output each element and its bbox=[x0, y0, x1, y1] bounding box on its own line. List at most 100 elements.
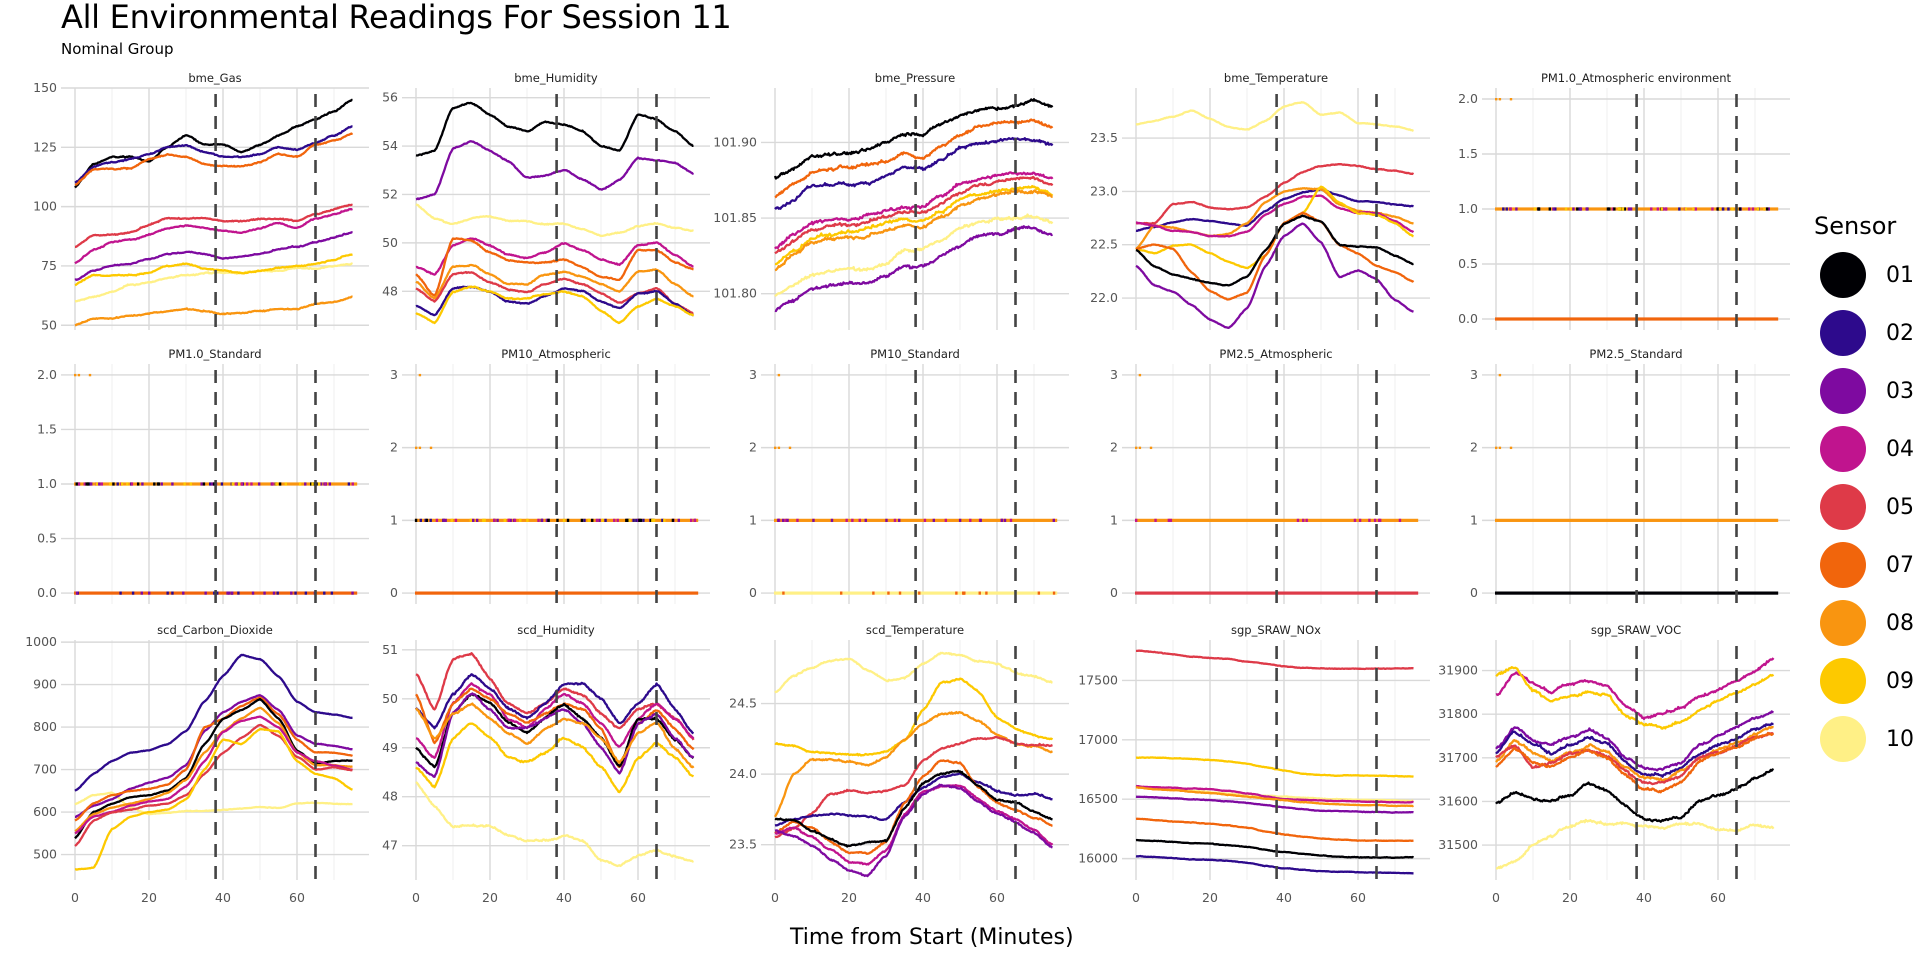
series-sensor-03 bbox=[415, 692, 695, 778]
data-point-sensor-04 bbox=[1134, 518, 1138, 522]
data-point-sensor-04 bbox=[1398, 518, 1402, 522]
legend-item-10: 10 bbox=[1812, 710, 1914, 768]
series-sensor-02 bbox=[74, 125, 353, 184]
series-line-sensor-08 bbox=[74, 295, 353, 327]
data-point-sensor-01 bbox=[1548, 207, 1551, 211]
data-point-sensor-04 bbox=[1009, 518, 1013, 522]
data-point-sensor-04 bbox=[83, 482, 86, 486]
data-point-sensor-08 bbox=[1495, 98, 1498, 101]
data-point-sensor-04 bbox=[1368, 518, 1371, 522]
data-point-sensor-01 bbox=[156, 482, 160, 486]
series-sensor-10 bbox=[774, 651, 1053, 694]
data-point-sensor-03 bbox=[226, 591, 229, 595]
data-point-sensor-01 bbox=[638, 518, 641, 522]
y-tick-label: 1 bbox=[390, 512, 398, 527]
data-point-sensor-04 bbox=[1747, 207, 1751, 211]
data-point-sensor-02 bbox=[1727, 207, 1730, 211]
legend-label: 02 bbox=[1886, 320, 1914, 346]
series-line-sensor-05 bbox=[74, 203, 353, 248]
data-point-sensor-04 bbox=[1650, 207, 1653, 211]
data-point-sensor-09 bbox=[1684, 207, 1687, 211]
data-point-sensor-09 bbox=[95, 482, 98, 486]
x-tick-label: 40 bbox=[1276, 890, 1292, 905]
y-tick-label: 100 bbox=[33, 199, 57, 214]
data-point-sensor-01 bbox=[310, 482, 313, 486]
data-point-sensor-01 bbox=[547, 518, 550, 522]
data-point-sensor-04 bbox=[784, 518, 787, 522]
data-point-sensor-02 bbox=[642, 518, 645, 522]
y-tick-label: 16500 bbox=[1078, 791, 1118, 806]
legend-key bbox=[1820, 310, 1866, 356]
data-point-sensor-03 bbox=[496, 518, 499, 522]
series-line-sensor-01 bbox=[1495, 768, 1775, 823]
series-sensor-07 bbox=[1135, 211, 1415, 301]
y-tick-label: 22.0 bbox=[1090, 290, 1118, 305]
series-line-sensor-03 bbox=[415, 692, 695, 778]
data-point-sensor-03 bbox=[1052, 518, 1055, 522]
legend-title: Sensor bbox=[1814, 212, 1897, 240]
facet-strip-label: bme_Gas bbox=[188, 71, 241, 85]
facet-strip-label: PM10_Standard bbox=[870, 347, 960, 361]
y-tick-label: 0.0 bbox=[37, 585, 57, 600]
data-point-sensor-02 bbox=[1721, 207, 1725, 211]
data-point-sensor-02 bbox=[216, 591, 219, 595]
legend-item-02: 02 bbox=[1812, 304, 1914, 362]
data-point-sensor-03 bbox=[211, 482, 214, 486]
series-sensor-01 bbox=[1495, 768, 1775, 823]
data-point-sensor-04 bbox=[130, 482, 134, 486]
data-point-sensor-01 bbox=[591, 518, 594, 522]
series-sensor-08 bbox=[415, 263, 694, 300]
y-tick-label: 3 bbox=[390, 367, 398, 382]
data-point-sensor-04 bbox=[845, 518, 848, 522]
data-point-sensor-01 bbox=[1716, 207, 1719, 211]
series-sensor-09 bbox=[1495, 666, 1775, 730]
data-point-sensor-01 bbox=[414, 518, 418, 522]
series-line-sensor-02 bbox=[1135, 854, 1414, 875]
data-point-sensor-03 bbox=[471, 518, 475, 522]
data-point-sensor-01 bbox=[1738, 207, 1742, 211]
series-line-sensor-05 bbox=[1135, 649, 1414, 671]
y-tick-label: 0.5 bbox=[1458, 256, 1478, 271]
data-point-sensor-03 bbox=[251, 591, 255, 595]
legend-label: 09 bbox=[1886, 668, 1914, 694]
data-point-sensor-09 bbox=[311, 482, 314, 486]
x-tick-label: 40 bbox=[1636, 890, 1652, 905]
series-line-sensor-04 bbox=[774, 171, 1054, 250]
data-point-sensor-09 bbox=[1564, 207, 1568, 211]
series-sensor-05 bbox=[415, 652, 695, 741]
y-tick-label: 2.0 bbox=[37, 367, 57, 382]
series-line-sensor-07 bbox=[74, 696, 353, 822]
data-point-sensor-01 bbox=[212, 482, 216, 486]
data-point-sensor-09 bbox=[562, 518, 566, 522]
series-sensor-09 bbox=[415, 722, 695, 794]
facet-panel: bme_Humidity 48 50 52 54 56 bbox=[382, 71, 710, 336]
y-tick-label: 16000 bbox=[1078, 851, 1118, 866]
data-point-sensor-03 bbox=[979, 518, 982, 522]
x-tick-label: 60 bbox=[1350, 890, 1366, 905]
data-point-sensor-02 bbox=[1578, 207, 1581, 211]
data-point-sensor-02 bbox=[220, 482, 224, 486]
legend-key bbox=[1820, 252, 1866, 298]
series-sensor-02 bbox=[74, 653, 353, 792]
y-tick-label: 23.0 bbox=[1090, 183, 1118, 198]
data-point-sensor-03 bbox=[777, 518, 780, 522]
facet-strip-label: sgp_SRAW_NOx bbox=[1231, 623, 1321, 637]
data-point-sensor-02 bbox=[304, 591, 308, 595]
data-point-sensor-08 bbox=[415, 446, 418, 450]
data-point-sensor-09 bbox=[126, 482, 129, 486]
series-line-sensor-05 bbox=[774, 735, 1053, 839]
legend-label: 03 bbox=[1886, 378, 1914, 404]
data-point-sensor-04 bbox=[1296, 518, 1300, 522]
y-tick-label: 101.85 bbox=[713, 210, 757, 225]
data-point-sensor-02 bbox=[347, 482, 351, 486]
series-sensor-07 bbox=[74, 132, 354, 186]
data-point-sensor-02 bbox=[604, 518, 607, 522]
data-point-sensor-02 bbox=[276, 591, 279, 595]
data-point-sensor-08 bbox=[1495, 446, 1498, 450]
data-point-sensor-09 bbox=[109, 482, 112, 486]
data-point-sensor-04 bbox=[689, 518, 693, 522]
series-line-sensor-03 bbox=[774, 783, 1053, 878]
data-point-sensor-08 bbox=[1135, 446, 1138, 450]
x-tick-label: 40 bbox=[556, 890, 572, 905]
x-tick-label: 20 bbox=[482, 890, 498, 905]
